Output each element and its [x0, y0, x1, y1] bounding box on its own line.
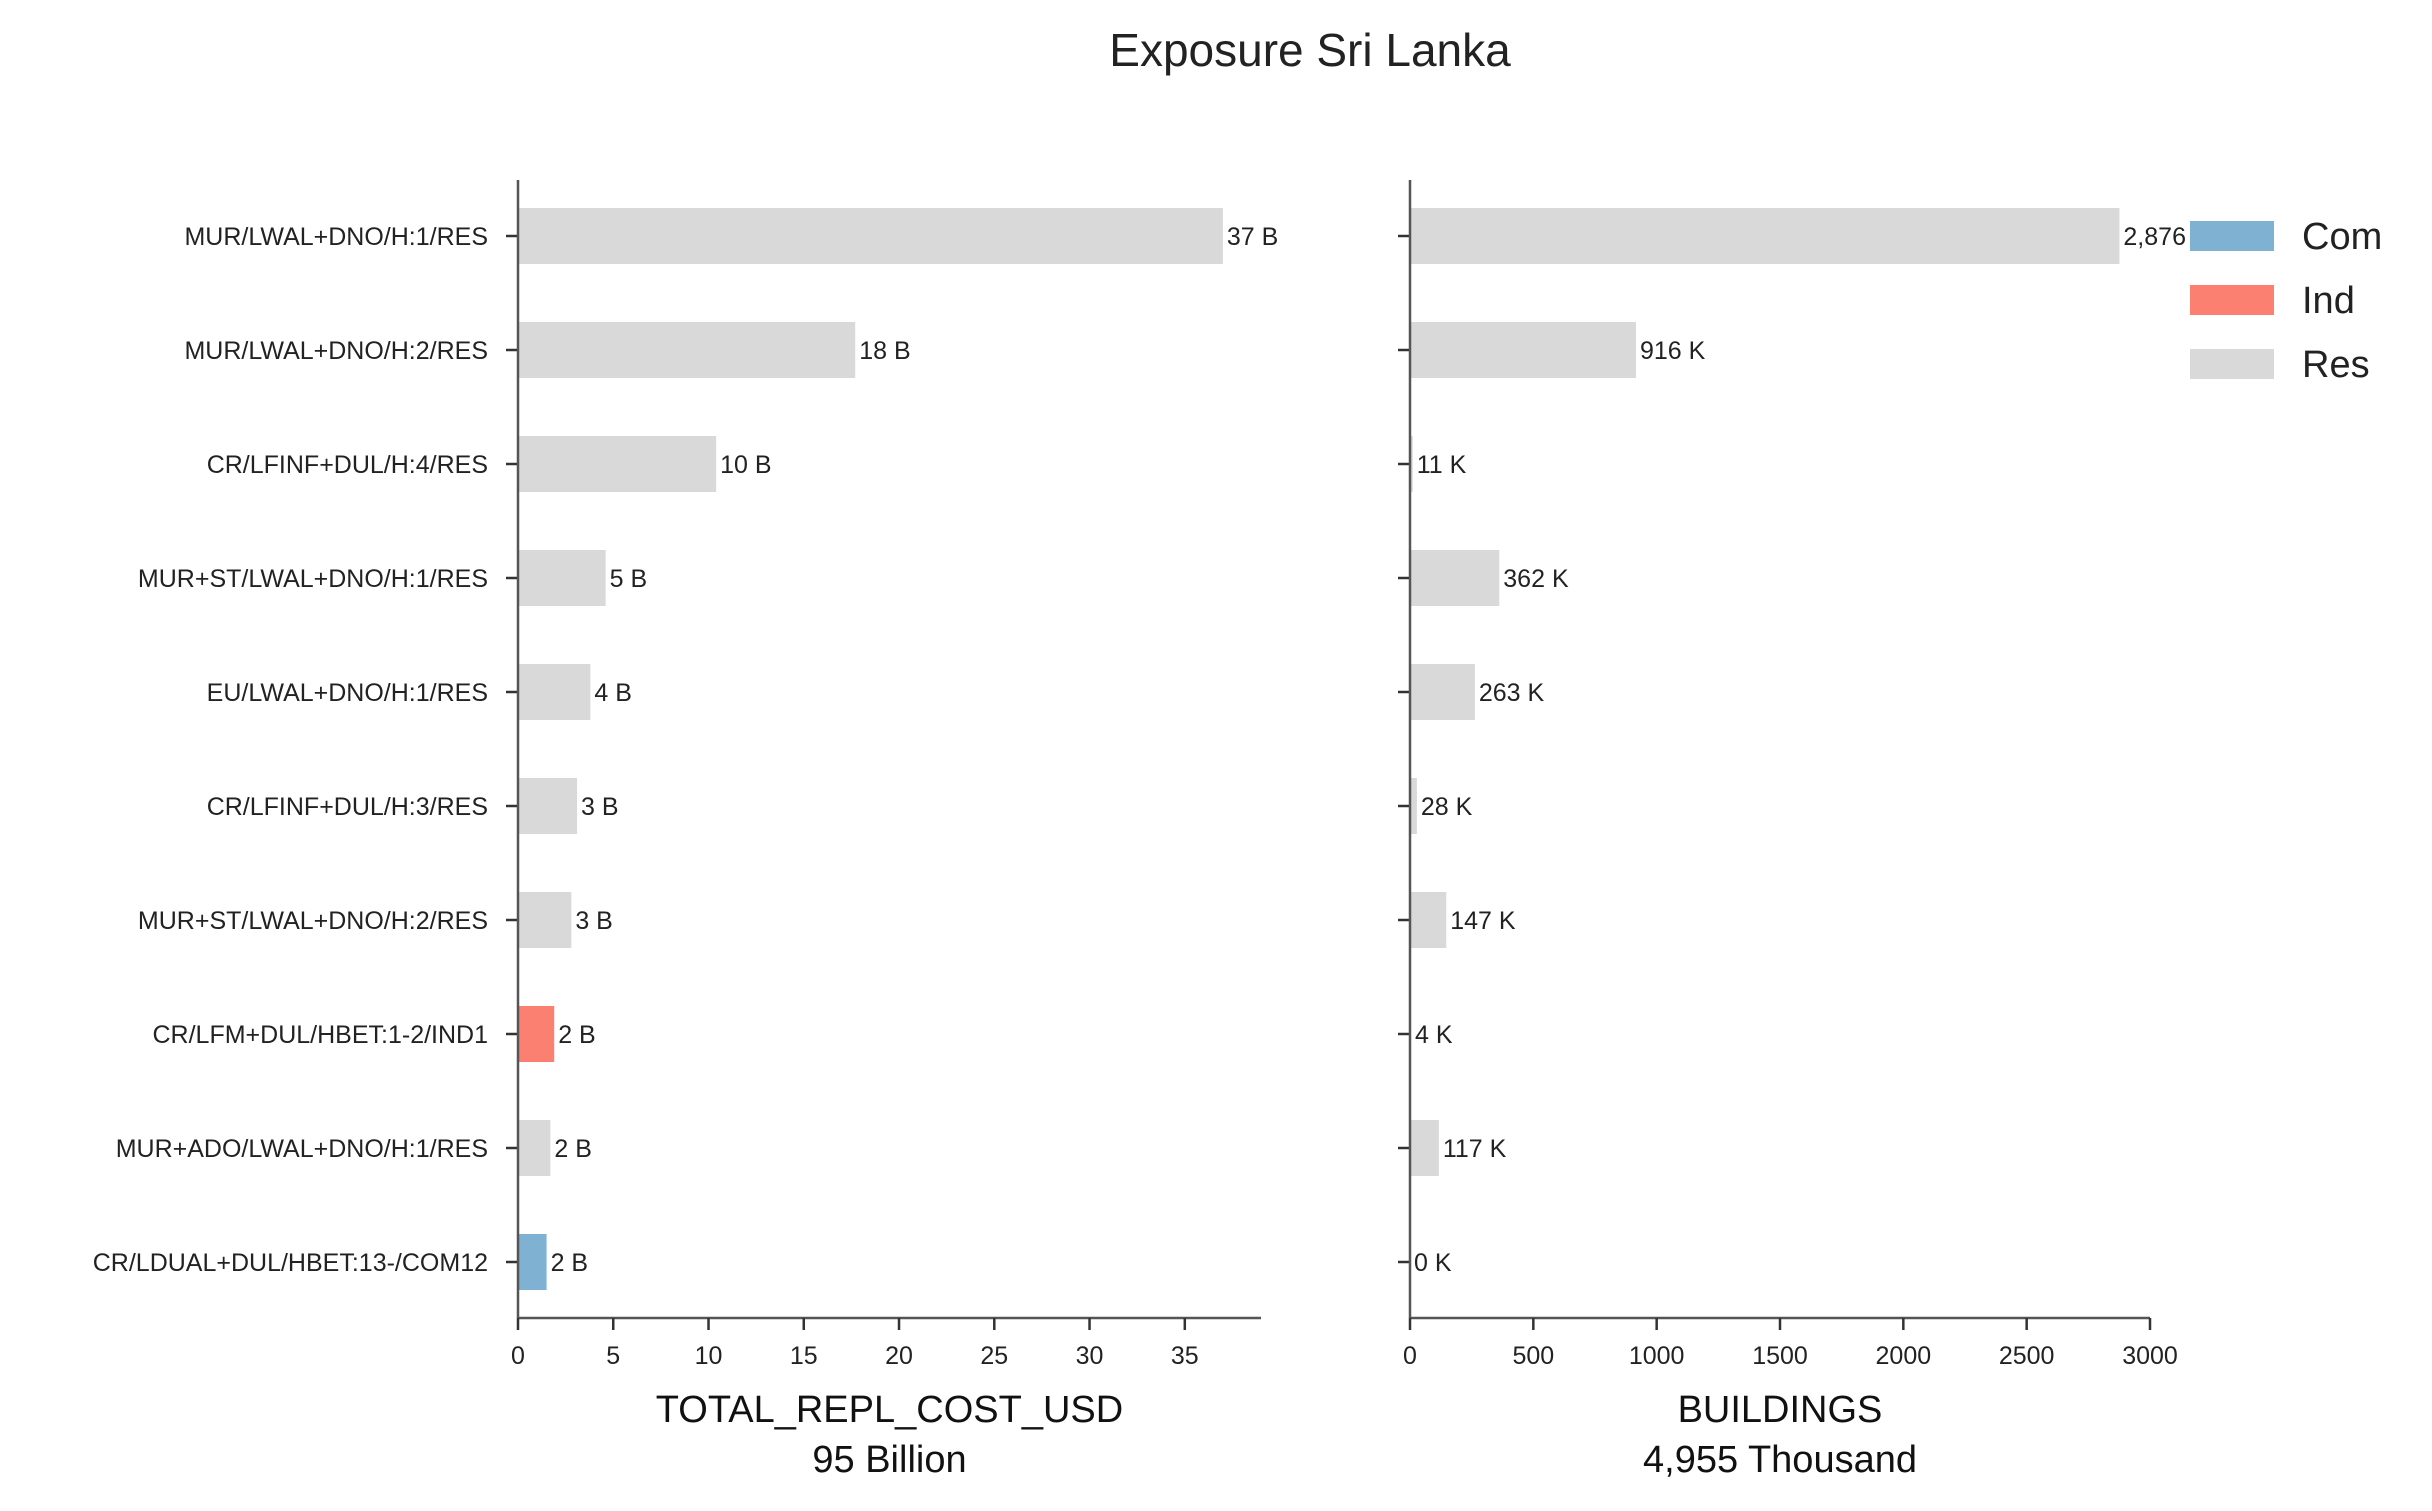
bar-res: [1410, 892, 1447, 948]
x-axis-subtitle: 4,955 Thousand: [1643, 1439, 1917, 1481]
bar-res: [1410, 208, 2120, 264]
bar-value-label: 263 K: [1479, 679, 1545, 707]
bar-res: [1410, 778, 1417, 834]
bar-value-label: 3 B: [581, 793, 619, 821]
x-tick-label: 35: [1171, 1342, 1199, 1370]
bar-res: [1410, 322, 1636, 378]
bar-res: [518, 1120, 551, 1176]
legend-swatch-com: [2190, 221, 2274, 251]
x-tick-label: 0: [511, 1342, 525, 1370]
category-label: MUR/LWAL+DNO/H:2/RES: [184, 337, 488, 365]
bars: 37 B 18 B 10 B 5 B 4 B 3 B 3 B 2 B 2 B 2 B: [518, 208, 1278, 1290]
category-label: CR/LFINF+DUL/H:3/RES: [207, 793, 488, 821]
bar-value-label: 2 B: [551, 1249, 589, 1277]
legend-swatch-ind: [2190, 285, 2274, 315]
legend-swatch-res: [2190, 349, 2274, 379]
legend-label: Com: [2302, 216, 2382, 258]
panel-total-repl-cost: 37 B 18 B 10 B 5 B 4 B 3 B 3 B 2 B 2 B 2 B 0 5 10 15 2…: [506, 180, 1278, 1481]
bar-res: [518, 778, 578, 834]
bar-value-label: 2 B: [554, 1135, 592, 1163]
bar-ind: [518, 1006, 555, 1062]
x-tick-label: 500: [1512, 1342, 1554, 1370]
bar-res: [1410, 664, 1475, 720]
bar-res: [518, 664, 591, 720]
bar-value-label: 362 K: [1503, 565, 1569, 593]
bar-value-label: 11 K: [1417, 451, 1467, 479]
x-tick-label: 30: [1076, 1342, 1104, 1370]
x-axis-title: TOTAL_REPL_COST_USD: [656, 1389, 1123, 1431]
bar-value-label: 117 K: [1443, 1135, 1507, 1163]
bar-value-label: 18 B: [859, 337, 910, 365]
bar-value-label: 147 K: [1450, 907, 1516, 935]
bar-value-label: 0 K: [1414, 1249, 1452, 1277]
category-label: MUR+ADO/LWAL+DNO/H:1/RES: [116, 1135, 488, 1163]
x-tick-label: 5: [606, 1342, 620, 1370]
chart-title: Exposure Sri Lanka: [1109, 24, 1511, 76]
bar-value-label: 5 B: [610, 565, 648, 593]
x-tick-label: 3000: [2122, 1342, 2178, 1370]
category-label: EU/LWAL+DNO/H:1/RES: [207, 679, 488, 707]
x-tick-label: 0: [1403, 1342, 1417, 1370]
bar-value-label: 4 B: [594, 679, 632, 707]
category-labels: MUR/LWAL+DNO/H:1/RES MUR/LWAL+DNO/H:2/RES…: [93, 223, 488, 1277]
x-tick-label: 2500: [1999, 1342, 2055, 1370]
bar-res: [518, 892, 572, 948]
legend: Com Ind Res: [2190, 216, 2382, 386]
bar-res: [518, 550, 606, 606]
legend-label: Res: [2302, 344, 2370, 386]
bar-res: [518, 436, 717, 492]
category-label: MUR/LWAL+DNO/H:1/RES: [184, 223, 488, 251]
bar-value-label: 3 B: [575, 907, 613, 935]
x-tick-label: 15: [790, 1342, 818, 1370]
x-tick-label: 10: [695, 1342, 723, 1370]
x-tick-label: 2000: [1876, 1342, 1932, 1370]
category-label: CR/LDUAL+DUL/HBET:13-/COM12: [93, 1249, 488, 1277]
bar-value-label: 10 B: [720, 451, 771, 479]
bar-value-label: 28 K: [1421, 793, 1473, 821]
bar-res: [1410, 1120, 1439, 1176]
category-label: CR/LFINF+DUL/H:4/RES: [207, 451, 488, 479]
x-tick-label: 1000: [1629, 1342, 1685, 1370]
x-tick-label: 20: [885, 1342, 913, 1370]
bar-res: [1410, 436, 1413, 492]
category-label: MUR+ST/LWAL+DNO/H:2/RES: [138, 907, 488, 935]
x-axis-title: BUILDINGS: [1678, 1389, 1883, 1431]
bar-value-label: 37 B: [1227, 223, 1278, 251]
x-tick-label: 25: [980, 1342, 1008, 1370]
bar-res: [518, 322, 856, 378]
bar-res: [518, 208, 1223, 264]
bar-com: [518, 1234, 547, 1290]
category-label: MUR+ST/LWAL+DNO/H:1/RES: [138, 565, 488, 593]
bar-value-label: 916 K: [1640, 337, 1706, 365]
bar-res: [1410, 550, 1500, 606]
legend-label: Ind: [2302, 280, 2355, 322]
x-tick-label: 1500: [1752, 1342, 1808, 1370]
bar-value-label: 2 B: [558, 1021, 596, 1049]
category-label: CR/LFM+DUL/HBET:1-2/IND1: [153, 1021, 489, 1049]
bar-value-label: 4 K: [1415, 1021, 1453, 1049]
x-axis-subtitle: 95 Billion: [812, 1439, 966, 1481]
